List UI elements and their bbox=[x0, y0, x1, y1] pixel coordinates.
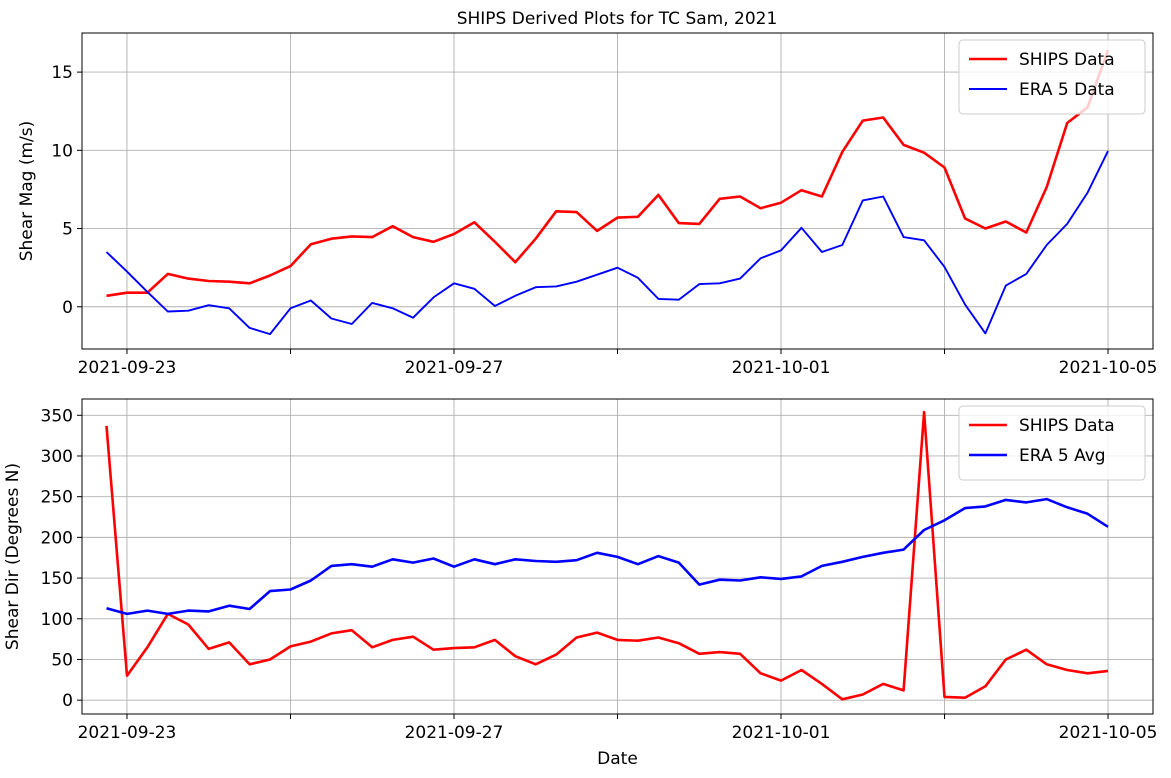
x-tick-label: 2021-09-23 bbox=[78, 723, 177, 743]
legend: SHIPS Data ERA 5 Data bbox=[958, 39, 1146, 115]
legend: SHIPS Data ERA 5 Avg bbox=[958, 405, 1146, 481]
y-tick-label: 50 bbox=[51, 650, 73, 670]
y-tick-label: 0 bbox=[62, 298, 73, 318]
series-line-ships-data bbox=[106, 49, 1110, 298]
legend-label: SHIPS Data bbox=[1019, 416, 1115, 436]
x-tick-label: 2021-09-27 bbox=[405, 723, 504, 743]
series-line-ships-data bbox=[105, 410, 1109, 701]
y-tick-label: 100 bbox=[41, 610, 73, 630]
series-line-era-5-data bbox=[105, 150, 1109, 336]
shear-direction-plot: 2021-09-23 2021-09-27 2021-10-01 2021-10-05… bbox=[3, 398, 1158, 769]
y-tick-label: 150 bbox=[41, 569, 73, 589]
x-tick-label: 2021-09-23 bbox=[78, 358, 177, 378]
y-tick-label: 300 bbox=[41, 447, 73, 467]
legend-label: ERA 5 Avg bbox=[1019, 446, 1106, 466]
y-tick-label: 5 bbox=[62, 220, 73, 240]
x-tick-label: 2021-10-05 bbox=[1059, 723, 1158, 743]
y-tick-label: 0 bbox=[62, 691, 73, 711]
figure-title: SHIPS Derived Plots for TC Sam, 2021 bbox=[457, 9, 778, 29]
x-axis-label: Date bbox=[597, 749, 638, 769]
y-axis-label: Shear Mag (m/s) bbox=[17, 121, 37, 262]
x-tick-label: 2021-10-01 bbox=[732, 723, 831, 743]
y-tick-label: 15 bbox=[51, 63, 73, 83]
legend-label: ERA 5 Data bbox=[1019, 80, 1115, 100]
y-tick-label: 250 bbox=[41, 488, 73, 508]
x-tick-label: 2021-10-01 bbox=[732, 358, 831, 378]
y-tick-label: 350 bbox=[41, 406, 73, 426]
x-tick-label: 2021-09-27 bbox=[405, 358, 504, 378]
series-line-era-5-avg bbox=[106, 497, 1109, 616]
shear-magnitude-plot: 2021-09-23 2021-09-27 2021-10-01 2021-10-05… bbox=[17, 32, 1158, 378]
legend-label: SHIPS Data bbox=[1019, 50, 1115, 70]
y-tick-label: 10 bbox=[51, 141, 73, 161]
y-axis-label: Shear Dir (Degrees N) bbox=[3, 463, 23, 650]
y-tick-label: 200 bbox=[41, 528, 73, 548]
x-tick-label: 2021-10-05 bbox=[1059, 358, 1158, 378]
